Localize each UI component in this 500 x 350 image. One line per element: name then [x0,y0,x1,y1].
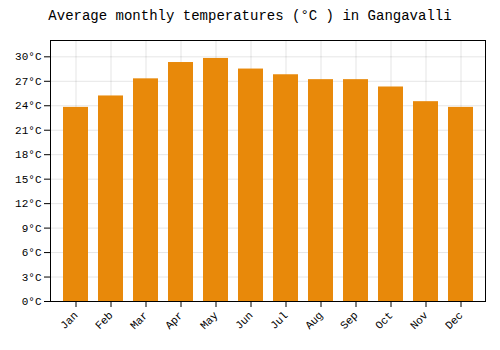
svg-text:May: May [198,309,221,332]
svg-text:Apr: Apr [163,309,185,331]
svg-text:12°C: 12°C [15,198,42,210]
svg-text:Dec: Dec [443,309,465,331]
svg-text:27°C: 27°C [15,76,42,88]
svg-text:Nov: Nov [408,309,431,332]
svg-text:30°C: 30°C [15,51,42,63]
svg-text:Jun: Jun [233,309,255,331]
svg-text:6°C: 6°C [22,247,42,259]
svg-text:3°C: 3°C [22,272,42,284]
svg-text:Aug: Aug [303,309,325,331]
svg-text:18°C: 18°C [15,149,42,161]
svg-text:9°C: 9°C [22,223,42,235]
svg-text:Sep: Sep [338,309,360,331]
svg-text:Oct: Oct [373,309,395,331]
html-text:Average monthly temperatures (: Average monthly temperatures (°C ) in Ga… [48,8,452,24]
svg-text:15°C: 15°C [15,174,42,186]
svg-text:Jan: Jan [58,309,80,331]
svg-text:21°C: 21°C [15,125,42,137]
svg-text:0°C: 0°C [22,296,42,308]
svg-text:24°C: 24°C [15,100,42,112]
svg-text:Jul: Jul [268,309,290,331]
svg-text:Mar: Mar [128,309,150,331]
svg-text:Feb: Feb [93,309,115,331]
